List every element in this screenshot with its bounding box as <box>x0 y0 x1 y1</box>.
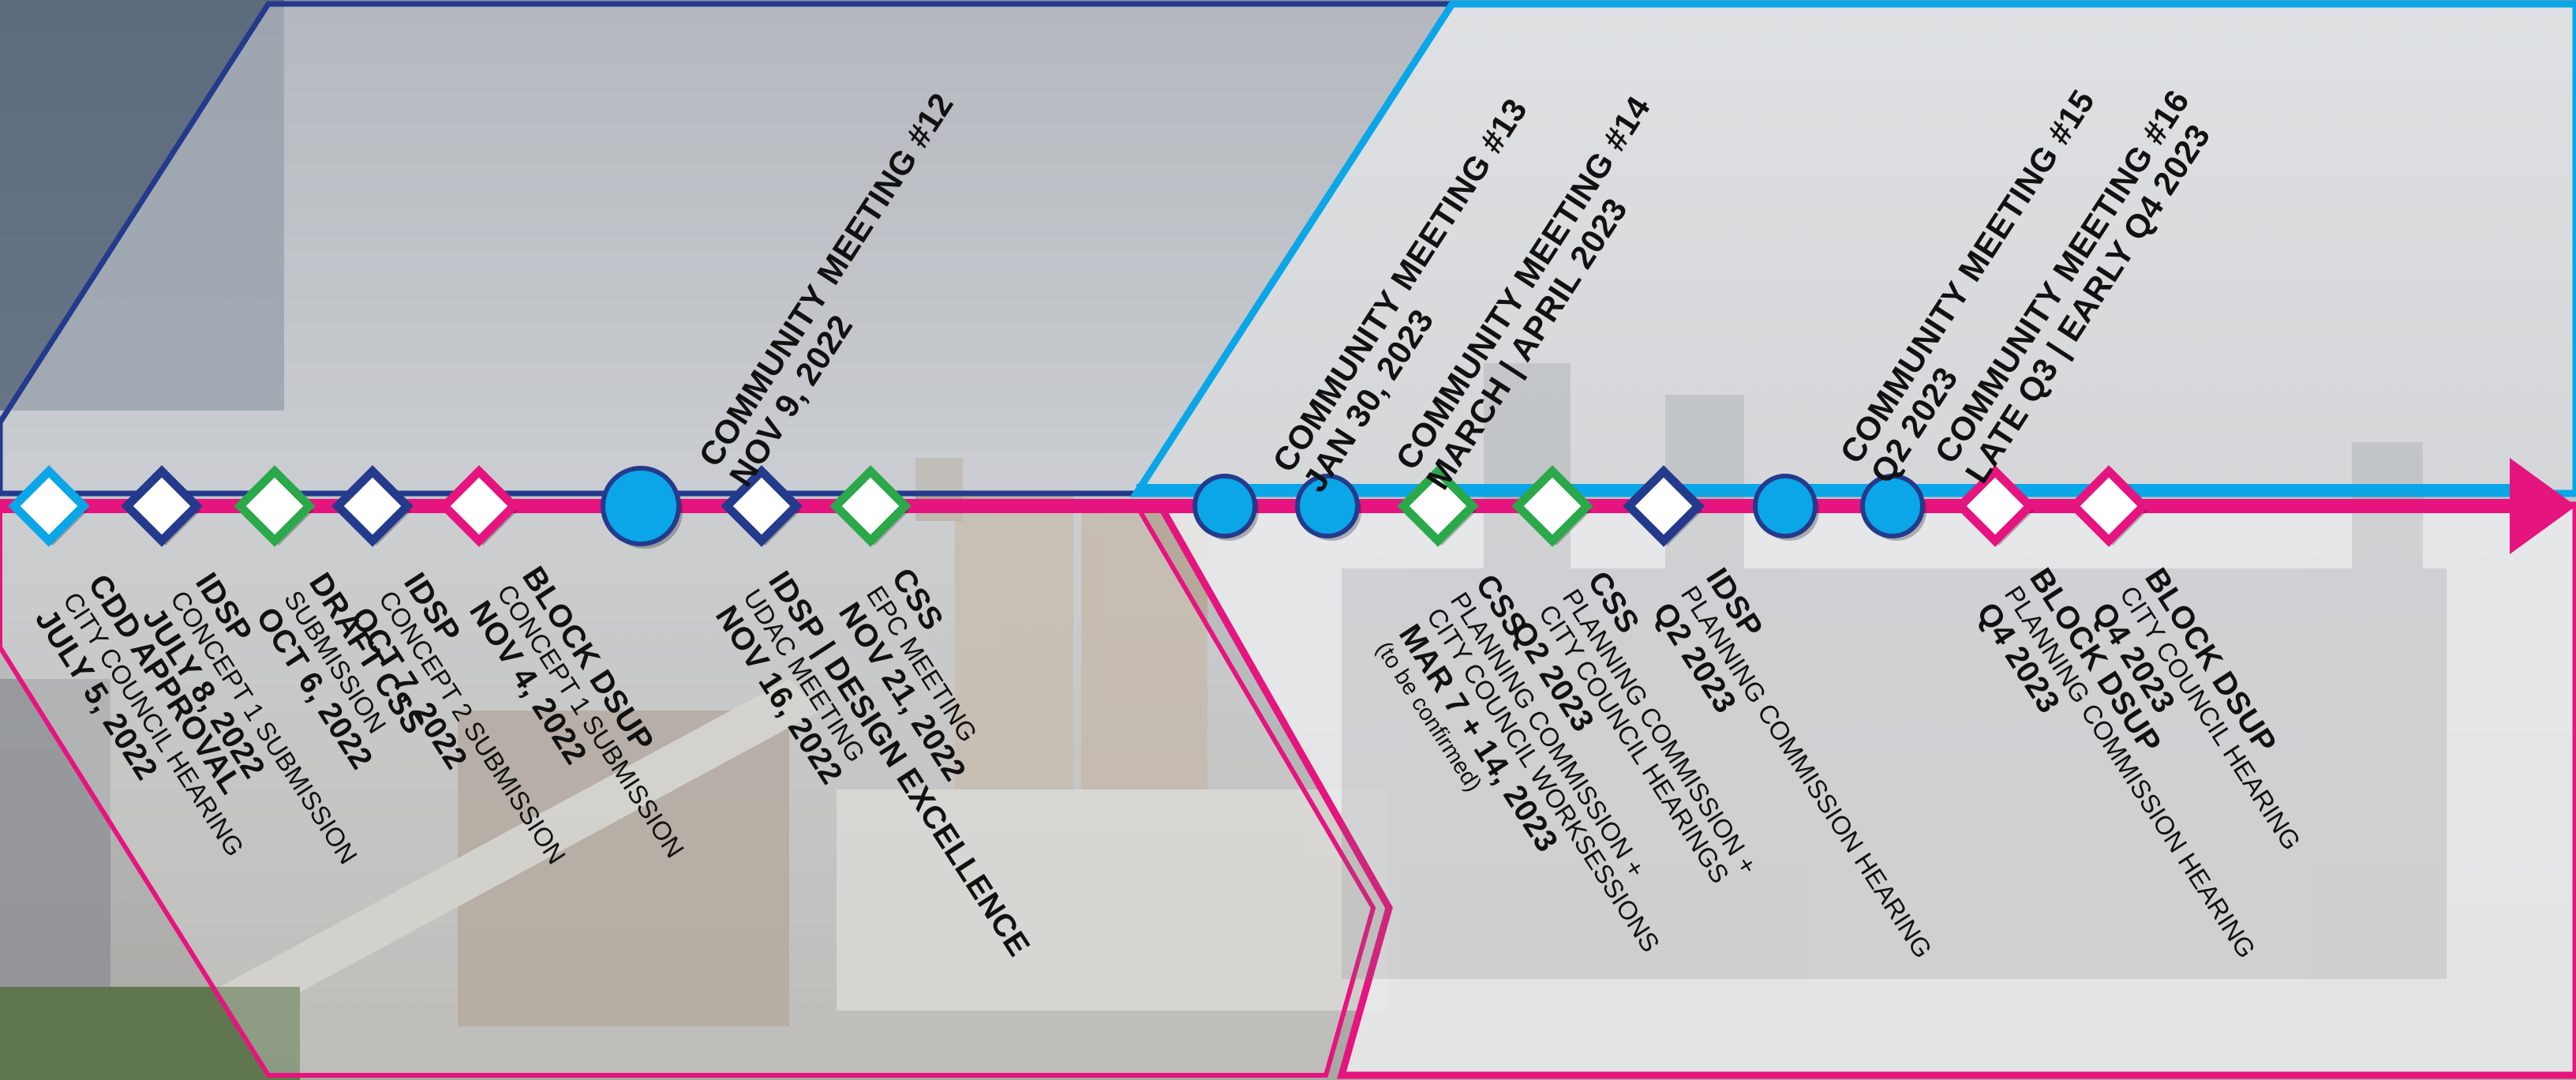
milestone-circle-marker <box>1193 474 1259 541</box>
milestone-diamond-marker <box>1954 465 2036 547</box>
milestone-diamond-marker <box>438 465 520 547</box>
milestone-diamond-marker <box>331 465 414 547</box>
milestone-circle-marker <box>1295 474 1361 541</box>
milestone-diamond-marker <box>829 465 912 547</box>
milestone-diamond-marker <box>721 465 803 547</box>
factory-silhouette-left <box>0 458 1389 1080</box>
milestone-diamond-marker <box>8 465 90 547</box>
milestone-circle-marker <box>1753 474 1819 541</box>
milestone-diamond-marker <box>1511 465 1593 547</box>
milestone-circle-marker <box>1860 474 1926 541</box>
milestone-circle-marker <box>601 466 683 549</box>
timeline-arrowhead <box>2510 458 2576 554</box>
milestone-diamond-marker <box>1623 465 1705 547</box>
milestone-diamond-marker <box>2068 465 2150 547</box>
milestone-diamond-marker <box>1397 465 1479 547</box>
milestone-diamond-marker <box>234 465 316 547</box>
milestone-diamond-marker <box>121 465 203 547</box>
